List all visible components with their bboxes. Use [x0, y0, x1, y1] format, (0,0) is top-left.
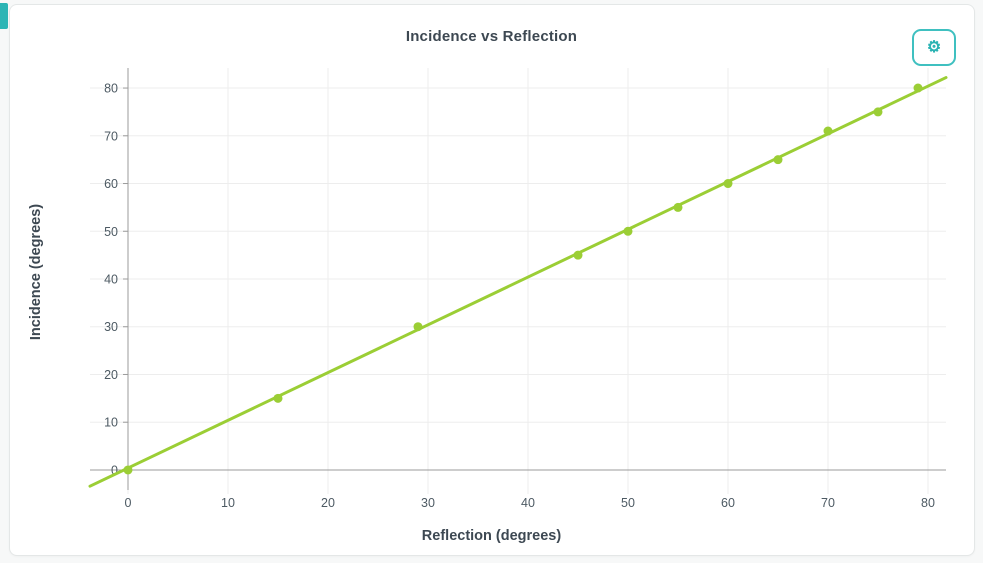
- svg-text:20: 20: [104, 368, 118, 382]
- svg-text:70: 70: [104, 129, 118, 143]
- svg-text:10: 10: [104, 416, 118, 430]
- svg-text:30: 30: [104, 320, 118, 334]
- settings-button[interactable]: ⚙: [912, 29, 956, 66]
- svg-text:50: 50: [621, 496, 635, 510]
- svg-text:60: 60: [104, 177, 118, 191]
- svg-text:80: 80: [921, 496, 935, 510]
- svg-text:60: 60: [721, 496, 735, 510]
- svg-text:20: 20: [321, 496, 335, 510]
- svg-text:30: 30: [421, 496, 435, 510]
- x-axis-label: Reflection (degrees): [421, 528, 562, 544]
- svg-text:40: 40: [104, 273, 118, 287]
- svg-text:0: 0: [111, 463, 118, 477]
- gear-icon: ⚙: [926, 38, 942, 56]
- chart-card: [9, 4, 975, 556]
- accent-bar: [0, 3, 8, 29]
- svg-text:70: 70: [821, 496, 835, 510]
- svg-text:10: 10: [221, 496, 235, 510]
- svg-text:80: 80: [104, 82, 118, 96]
- chart-title: Incidence vs Reflection: [405, 28, 578, 45]
- svg-text:50: 50: [104, 225, 118, 239]
- svg-text:40: 40: [521, 496, 535, 510]
- svg-text:0: 0: [125, 496, 132, 510]
